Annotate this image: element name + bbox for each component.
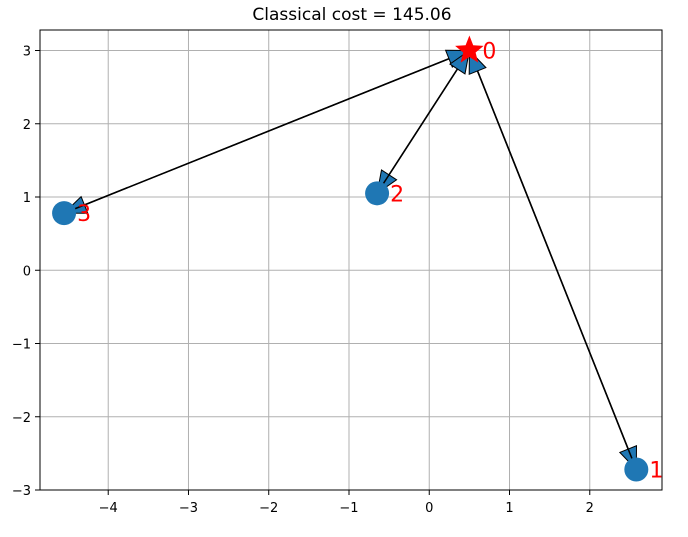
- y-tick-label: −3: [12, 484, 31, 499]
- node-marker: [624, 457, 649, 482]
- node-label: 1: [649, 458, 663, 483]
- depot-star-marker: [455, 35, 484, 63]
- node-labels: 0 1 2 3: [77, 40, 663, 484]
- grid-lines: [40, 30, 662, 491]
- node-label: 0: [482, 40, 496, 65]
- axis-ticks: −4 −3 −2 −1 0 1 2 −3 −2 −1 0 1 2 3: [12, 45, 594, 516]
- y-tick-label: 2: [23, 118, 31, 133]
- route-nodes: [52, 35, 649, 482]
- x-tick-label: 2: [586, 501, 594, 516]
- y-tick-label: −1: [12, 338, 31, 353]
- node-marker: [365, 181, 390, 206]
- y-tick-label: −2: [12, 411, 31, 426]
- x-tick-label: −1: [339, 501, 358, 516]
- x-tick-label: 1: [505, 501, 513, 516]
- node-label: 3: [77, 202, 91, 227]
- plot-frame: [39, 29, 663, 491]
- x-tick-label: −2: [259, 501, 278, 516]
- node-label: 2: [390, 182, 404, 207]
- arrow-shaft: [476, 70, 638, 470]
- x-tick-label: 0: [425, 501, 433, 516]
- arrow-shaft: [376, 68, 459, 194]
- y-tick-label: 1: [23, 191, 31, 206]
- arrow-shaft: [63, 58, 450, 214]
- y-tick-label: 0: [23, 264, 31, 279]
- y-tick-label: 3: [23, 45, 31, 60]
- x-tick-label: −3: [179, 501, 198, 516]
- node-marker: [52, 201, 77, 226]
- chart-title: Classical cost = 145.06: [252, 5, 451, 25]
- x-tick-label: −4: [99, 501, 118, 516]
